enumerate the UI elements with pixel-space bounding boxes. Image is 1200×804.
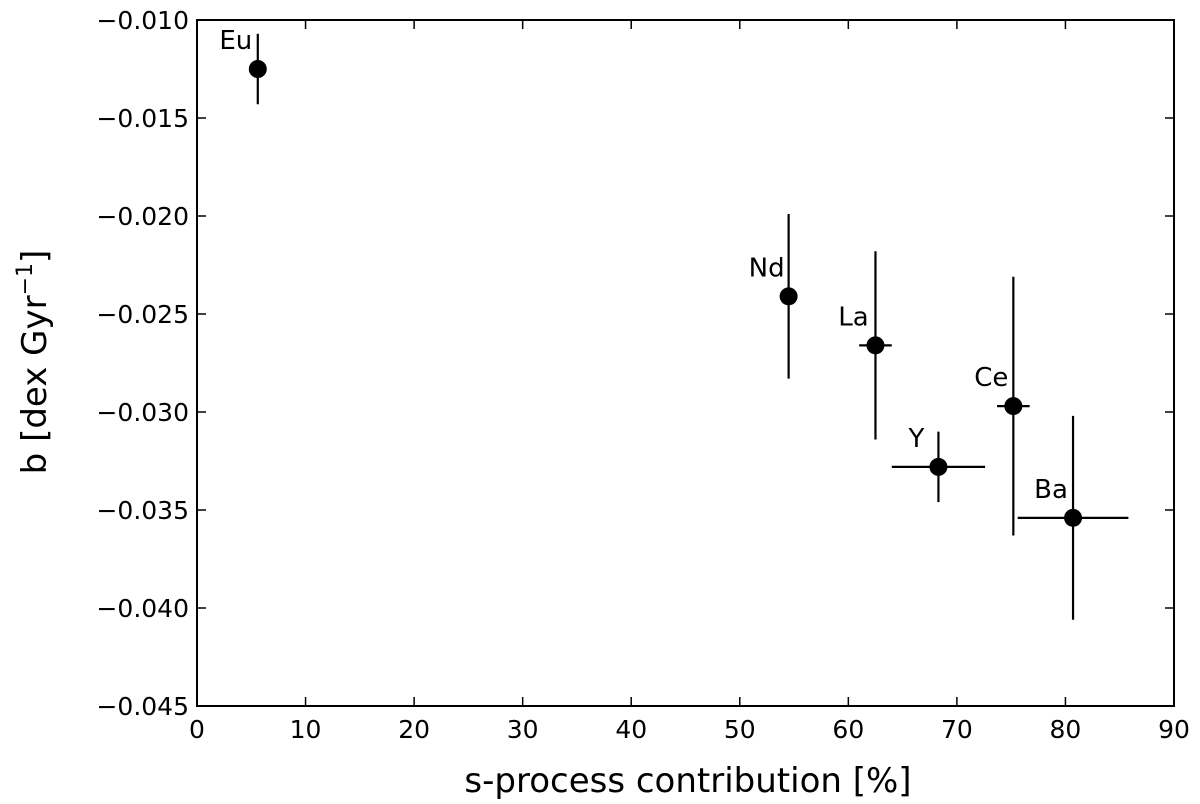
point-label-nd: Nd (749, 253, 785, 283)
point-label-y: Y (907, 424, 924, 454)
point-label-eu: Eu (219, 26, 252, 56)
errorbars-layer (256, 33, 1129, 620)
x-tick-label: 30 (507, 715, 539, 744)
points-layer (248, 60, 1083, 527)
x-tick-label: 10 (290, 715, 322, 744)
x-tick-label: 40 (615, 715, 647, 744)
y-axis-label-main: b [dex Gyr (15, 295, 55, 474)
y-tick-label: −0.040 (96, 594, 189, 623)
x-tick-label: 0 (189, 715, 205, 744)
data-point-eu (248, 60, 267, 78)
y-axis-label: b [dex Gyr−1] (13, 250, 55, 475)
ticks-layer: 0 10 20 30 40 50 60 70 80 90 −0.045 −0.040 −0.035 −0.… (96, 6, 1189, 744)
data-point-la (866, 336, 885, 355)
data-point-ba (1064, 508, 1083, 527)
x-tick-label: 90 (1158, 715, 1190, 744)
y-tick-label: −0.010 (96, 6, 189, 35)
x-tick-label: 20 (398, 715, 430, 744)
x-tick-label: 80 (1050, 715, 1082, 744)
point-label-ba: Ba (1034, 475, 1068, 505)
y-tick-label: −0.035 (96, 496, 189, 525)
y-tick-label: −0.030 (96, 398, 189, 427)
x-tick-label: 50 (724, 715, 756, 744)
data-point-y (929, 457, 948, 476)
y-axis-label-end: ] (15, 250, 55, 263)
y-tick-label: −0.020 (96, 202, 189, 231)
plot-frame (196, 19, 1175, 707)
y-axis-label-superscript: −1 (13, 263, 38, 295)
x-axis-label: s-process contribution [%] (464, 761, 911, 801)
data-point-nd (779, 287, 798, 306)
point-label-ce: Ce (974, 363, 1008, 393)
point-label-la: La (838, 302, 868, 332)
data-point-ce (1004, 397, 1023, 416)
point-labels-layer: Eu Nd La Y Ce Ba (219, 26, 1068, 505)
y-tick-label: −0.015 (96, 104, 189, 133)
y-tick-label: −0.045 (96, 692, 189, 721)
x-tick-label: 70 (941, 715, 973, 744)
x-tick-label: 60 (832, 715, 864, 744)
y-tick-label: −0.025 (96, 300, 189, 329)
